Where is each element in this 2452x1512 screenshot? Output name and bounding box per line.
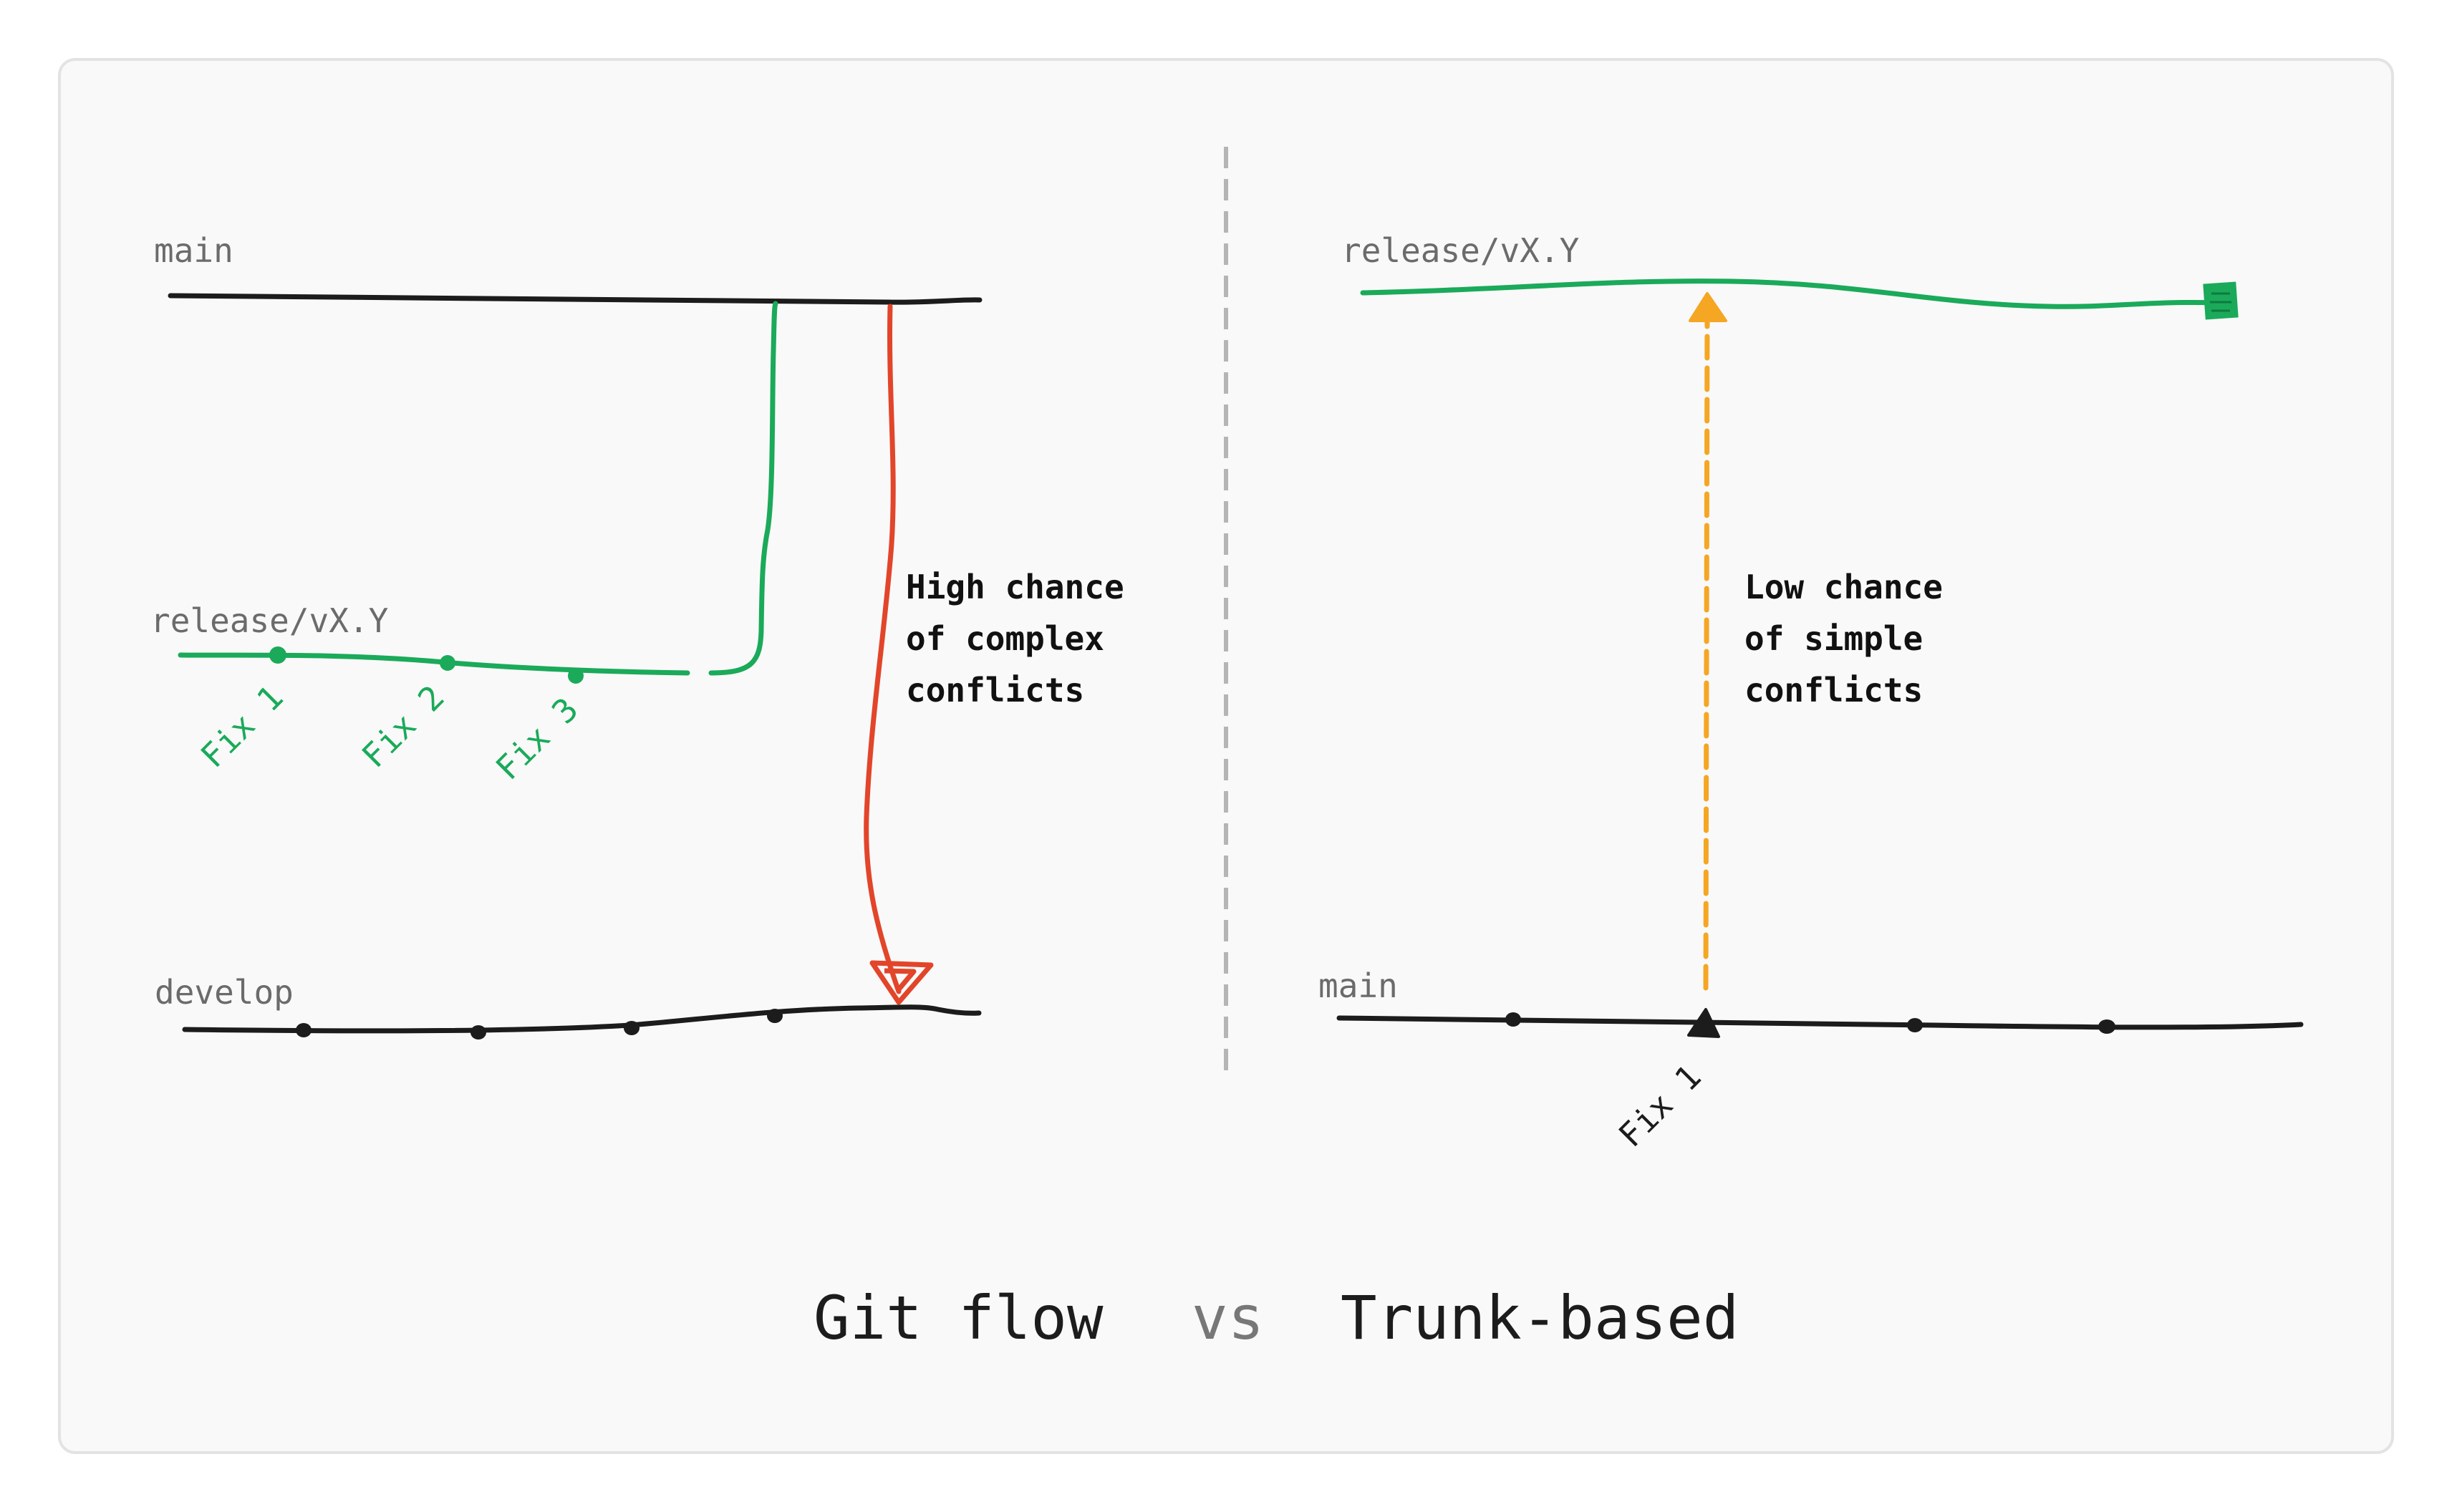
trunk-main-commit (1505, 1012, 1521, 1027)
gitflow-conflict-note-line-1: High chance (906, 568, 1124, 606)
gitflow-develop-label: develop (155, 973, 294, 1012)
gitflow-main-label: main (154, 231, 233, 270)
gitflow-develop-commit (296, 1023, 312, 1037)
trunk-release-branch-line (1360, 278, 2223, 309)
trunk-fix-1-commit (1687, 1008, 1720, 1038)
trunk-conflict-note-line-3: conflicts (1744, 671, 1923, 709)
gitflow-develop-branch-line (182, 1004, 982, 1034)
trunk-release-end-marker (2203, 281, 2239, 320)
gitflow-merge-arrowhead (869, 960, 934, 1005)
gitflow-release-to-main-merge-line (708, 301, 778, 676)
trunk-main-commit (2098, 1019, 2115, 1034)
footer-trunk-title: Trunk-based (1341, 1283, 1739, 1353)
gitflow-conflict-note-line-2: of complex (906, 619, 1104, 658)
gitflow-fix-1-commit (269, 646, 286, 664)
gitflow-fix-2-commit (440, 655, 455, 671)
trunk-main-label: main (1318, 966, 1398, 1005)
trunk-main-branch-line (1336, 1015, 2304, 1030)
gitflow-main-branch-line (168, 293, 983, 305)
footer-vs-label: vs (1192, 1283, 1264, 1353)
gitflow-conflict-note-line-3: conflicts (906, 671, 1084, 709)
trunk-main-commit (1907, 1018, 1923, 1032)
gitflow-develop-commit (767, 1009, 783, 1023)
gitflow-fix-3-commit (568, 668, 584, 684)
trunk-conflict-note-line-2: of simple (1744, 619, 1923, 658)
gitflow-develop-commit (470, 1025, 486, 1040)
footer-gitflow-title: Git flow (814, 1283, 1104, 1353)
gitflow-main-to-develop-merge-arrow (864, 304, 902, 994)
panel (58, 58, 2394, 1454)
trunk-release-label: release/vX.Y (1341, 231, 1579, 270)
trunk-cherry-pick-arrowhead (1689, 292, 1727, 322)
trunk-conflict-note-line-1: Low chance (1744, 568, 1943, 606)
gitflow-release-label: release/vX.Y (150, 601, 388, 640)
trunk-cherry-pick-arrow-line (1703, 305, 1710, 991)
gitflow-develop-commit (624, 1021, 639, 1035)
